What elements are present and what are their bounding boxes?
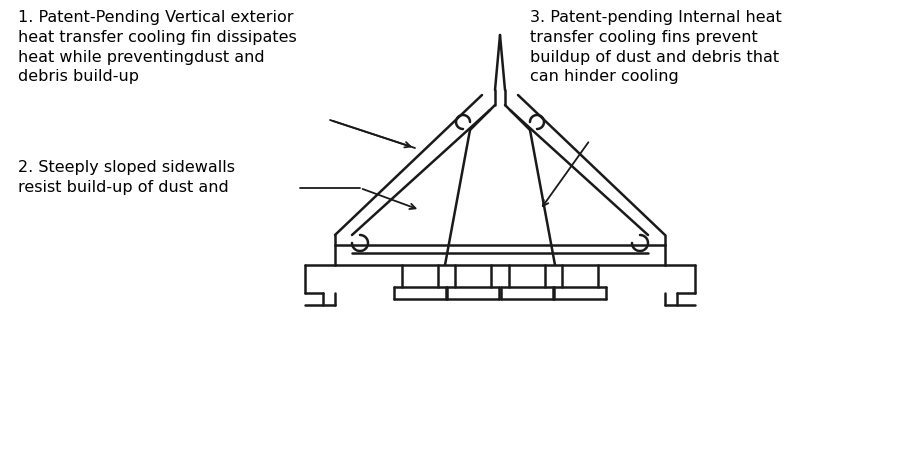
- Text: 1. Patent-Pending Vertical exterior
heat transfer cooling fin dissipates
heat wh: 1. Patent-Pending Vertical exterior heat…: [18, 10, 297, 85]
- Text: 3. Patent-pending Internal heat
transfer cooling fins prevent
buildup of dust an: 3. Patent-pending Internal heat transfer…: [530, 10, 782, 85]
- Text: 2. Steeply sloped sidewalls
resist build-up of dust and: 2. Steeply sloped sidewalls resist build…: [18, 160, 235, 195]
